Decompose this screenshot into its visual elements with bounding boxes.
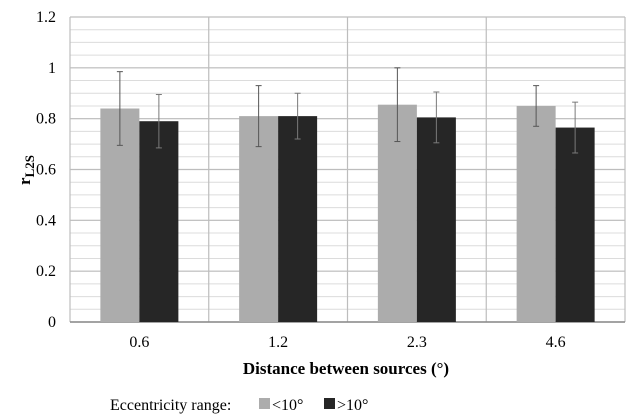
bar-series-1-1.2: [239, 116, 279, 322]
error-bars: [116, 67, 579, 154]
bar-series-2-2.3: [416, 117, 456, 322]
bar-series-2-4.6: [555, 127, 595, 322]
x-axis-title: Distance between sources (°): [243, 359, 449, 378]
y-tick-label: 0.6: [36, 162, 56, 179]
bar-series-1-4.6: [516, 105, 556, 322]
x-tick-label: 4.6: [546, 334, 566, 351]
y-tick-label: 0: [48, 314, 56, 331]
y-tick-label: 1: [48, 60, 56, 77]
bar-series-2-1.2: [278, 116, 318, 322]
legend-swatch-series-1: [259, 398, 270, 409]
legend-swatch-series-2: [324, 398, 335, 409]
y-tick-label: 0.2: [36, 263, 56, 280]
legend-label-series-2: >10°: [337, 397, 368, 414]
y-axis-title-subscript: L2S: [22, 155, 37, 177]
bars: [100, 104, 595, 322]
x-tick-label: 0.6: [129, 334, 149, 351]
x-tick-label: 2.3: [407, 334, 427, 351]
legend: Eccentricity range: <10° >10°: [110, 397, 368, 414]
y-axis-title-main: r: [15, 177, 34, 185]
x-axis-ticks: 0.6 1.2 2.3 4.6: [129, 334, 565, 351]
x-tick-label: 1.2: [268, 334, 288, 351]
y-tick-label: 0.4: [36, 212, 56, 229]
bar-series-2-0.6: [139, 121, 179, 322]
y-axis-title: rL2S: [15, 155, 37, 185]
legend-title: Eccentricity range:: [110, 397, 231, 414]
y-axis-ticks: 0 0.2 0.4 0.6 0.8 1 1.2: [36, 9, 56, 331]
y-tick-label: 0.8: [36, 111, 56, 128]
legend-label-series-1: <10°: [272, 397, 303, 414]
y-tick-label: 1.2: [36, 9, 56, 26]
